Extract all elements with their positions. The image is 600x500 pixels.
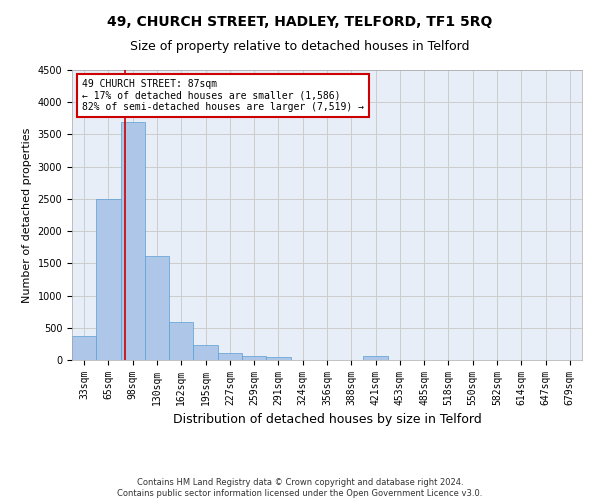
Bar xyxy=(218,353,242,360)
Bar xyxy=(364,356,388,360)
Text: Contains HM Land Registry data © Crown copyright and database right 2024.
Contai: Contains HM Land Registry data © Crown c… xyxy=(118,478,482,498)
X-axis label: Distribution of detached houses by size in Telford: Distribution of detached houses by size … xyxy=(173,414,481,426)
Bar xyxy=(96,199,121,360)
Bar xyxy=(242,356,266,360)
Text: 49 CHURCH STREET: 87sqm
← 17% of detached houses are smaller (1,586)
82% of semi: 49 CHURCH STREET: 87sqm ← 17% of detache… xyxy=(82,78,364,112)
Bar xyxy=(266,357,290,360)
Bar xyxy=(145,256,169,360)
Bar xyxy=(193,345,218,360)
Bar xyxy=(72,336,96,360)
Text: 49, CHURCH STREET, HADLEY, TELFORD, TF1 5RQ: 49, CHURCH STREET, HADLEY, TELFORD, TF1 … xyxy=(107,15,493,29)
Y-axis label: Number of detached properties: Number of detached properties xyxy=(22,128,32,302)
Bar xyxy=(121,122,145,360)
Bar xyxy=(169,322,193,360)
Text: Size of property relative to detached houses in Telford: Size of property relative to detached ho… xyxy=(130,40,470,53)
